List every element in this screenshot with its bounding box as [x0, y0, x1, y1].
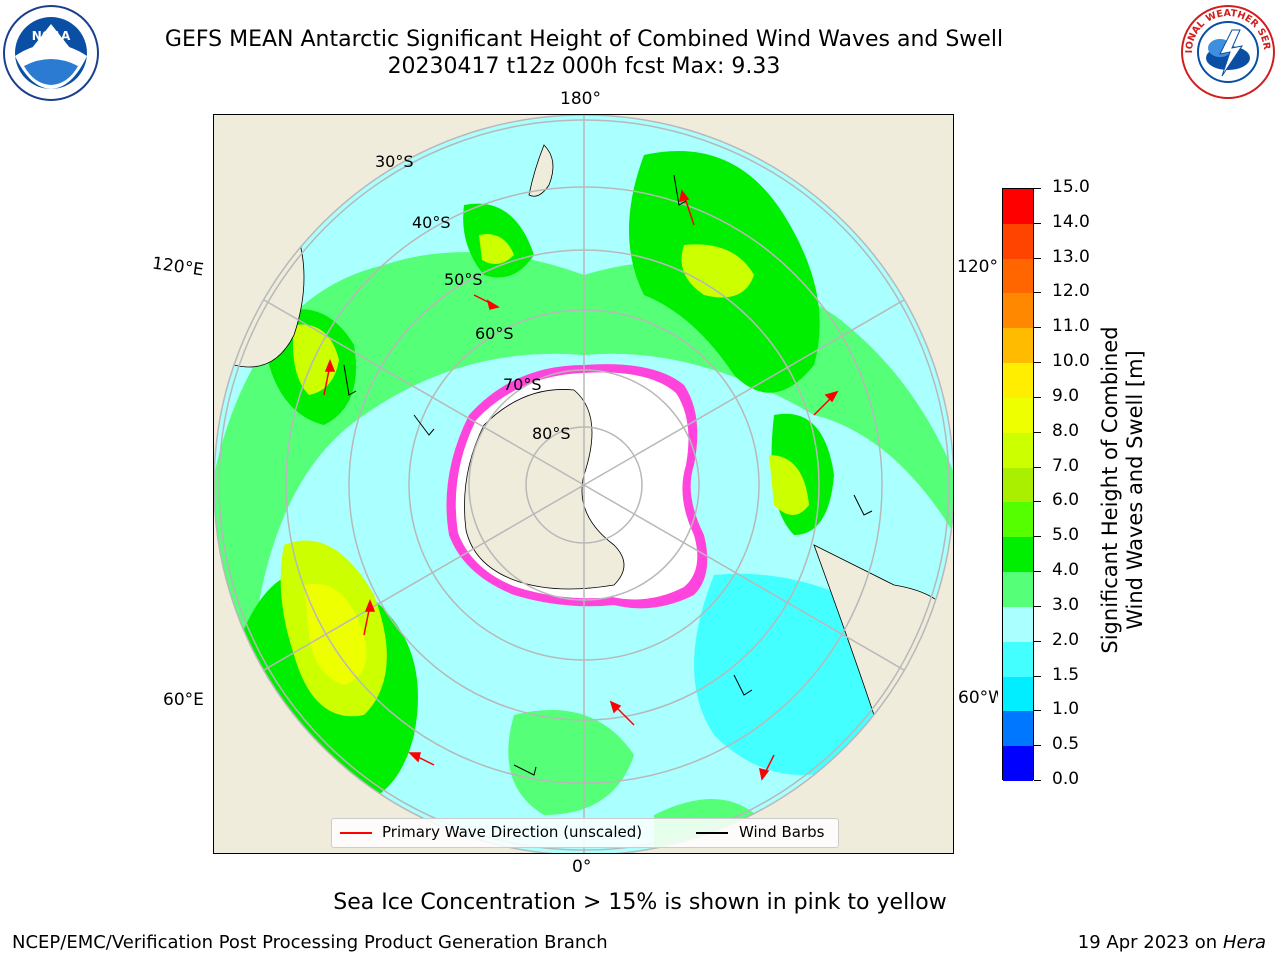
- footer-host: Hera: [1222, 932, 1266, 953]
- polar-map: [213, 114, 954, 854]
- colorbar-tick-mark: [1034, 188, 1041, 189]
- colorbar-tick-mark: [1034, 501, 1041, 503]
- colorbar-tick-label: 7.0: [1052, 455, 1080, 476]
- colorbar-tick-label: 12.0: [1052, 281, 1090, 302]
- colorbar-tick-label: 3.0: [1052, 594, 1080, 615]
- wind-barbs-label: Wind Barbs: [739, 823, 825, 841]
- colorbar-tick-mark: [1034, 710, 1041, 712]
- colorbar-tick-mark: [1034, 675, 1041, 677]
- map-legend: Primary Wave Direction (unscaled) Wind B…: [331, 818, 839, 848]
- colorbar-tick-label: 0.0: [1052, 769, 1080, 789]
- noaa-logo-text: NOAA: [32, 29, 71, 43]
- footer-credit: NCEP/EMC/Verification Post Processing Pr…: [12, 932, 608, 953]
- graticule: [214, 115, 953, 853]
- colorbar-segment: [1003, 328, 1033, 364]
- colorbar-tick-label: 8.0: [1052, 420, 1080, 441]
- colorbar-segment: [1003, 258, 1033, 294]
- colorbar-tick-label: 1.5: [1052, 664, 1080, 685]
- colorbar-tick-mark: [1034, 292, 1041, 294]
- lon-label-60e: 60°E: [163, 690, 204, 710]
- lon-label-180: 180°: [560, 89, 601, 109]
- footer-date-text: 19 Apr 2023 on: [1077, 932, 1218, 953]
- map-subtitle: 20230417 t12z 000h fcst Max: 9.33: [387, 54, 781, 79]
- colorbar-segment: [1003, 746, 1033, 781]
- lat-label-50s: 50°S: [444, 270, 483, 289]
- colorbar-tick-mark: [1034, 362, 1041, 364]
- colorbar-tick-label: 10.0: [1052, 351, 1090, 372]
- colorbar-title-line-1: Significant Height of Combined: [1098, 326, 1122, 654]
- colorbar: [1002, 188, 1034, 781]
- lon-label-60w: 60°W: [958, 688, 998, 708]
- colorbar-tick-mark: [1034, 745, 1041, 747]
- map-title: GEFS MEAN Antarctic Significant Height o…: [164, 27, 1004, 52]
- wave-direction-arrows: [323, 189, 839, 781]
- colorbar-tick-mark: [1034, 222, 1041, 224]
- colorbar-segment: [1003, 641, 1033, 677]
- colorbar-segment: [1003, 293, 1033, 329]
- colorbar-tick-mark: [1034, 396, 1041, 398]
- colorbar-tick-mark: [1034, 571, 1041, 573]
- colorbar-tick-label: 1.0: [1052, 699, 1080, 720]
- map-canvas: [214, 115, 953, 853]
- colorbar-tick-label: 0.5: [1052, 734, 1080, 755]
- colorbar-segment: [1003, 432, 1033, 468]
- colorbar-tick-label: 15.0: [1052, 177, 1090, 197]
- colorbar-segment: [1003, 467, 1033, 503]
- wind-barbs: [343, 174, 873, 776]
- lat-label-30s: 30°S: [375, 152, 414, 171]
- colorbar-tick-mark: [1034, 536, 1041, 538]
- noaa-logo-icon: NOAA: [3, 5, 99, 101]
- colorbar-tick-mark: [1034, 640, 1041, 642]
- lon-label-120e: 120°E: [150, 253, 205, 281]
- colorbar-tick-mark: [1034, 431, 1041, 433]
- colorbar-segment: [1003, 363, 1033, 398]
- colorbar-tick-label: 13.0: [1052, 246, 1090, 267]
- colorbar-tick-label: 2.0: [1052, 629, 1080, 650]
- lat-label-40s: 40°S: [412, 213, 451, 232]
- colorbar-tick-mark: [1034, 327, 1041, 329]
- lon-label-0: 0°: [572, 857, 592, 877]
- colorbar-tick-mark: [1034, 605, 1041, 607]
- colorbar-title: Significant Height of Combined Wind Wave…: [1098, 310, 1168, 670]
- colorbar-tick-label: 5.0: [1052, 525, 1080, 546]
- colorbar-segment: [1003, 223, 1033, 259]
- colorbar-segment: [1003, 606, 1033, 642]
- colorbar-tick-label: 9.0: [1052, 385, 1080, 406]
- colorbar-segment: [1003, 397, 1033, 433]
- colorbar-tick-label: 11.0: [1052, 316, 1090, 337]
- lat-label-60s: 60°S: [475, 324, 514, 343]
- wind-barbs-swatch: [696, 832, 728, 834]
- sea-ice-caption: Sea Ice Concentration > 15% is shown in …: [333, 890, 947, 915]
- colorbar-tick-label: 6.0: [1052, 490, 1080, 511]
- wave-direction-swatch: [340, 832, 372, 834]
- colorbar-tick-label: 14.0: [1052, 211, 1090, 232]
- lat-label-80s: 80°S: [532, 424, 571, 443]
- lon-label-120w: 120°W: [957, 257, 997, 277]
- colorbar-tick-mark: [1034, 466, 1041, 468]
- colorbar-tick-mark: [1034, 257, 1041, 259]
- colorbar-segment: [1003, 711, 1033, 747]
- colorbar-segment: [1003, 572, 1033, 607]
- colorbar-segment: [1003, 189, 1033, 224]
- colorbar-segment: [1003, 502, 1033, 538]
- colorbar-segment: [1003, 537, 1033, 573]
- wave-direction-label: Primary Wave Direction (unscaled): [382, 823, 643, 841]
- colorbar-tick-label: 4.0: [1052, 560, 1080, 581]
- colorbar-segment: [1003, 676, 1033, 712]
- colorbar-title-line-2: Wind Waves and Swell [m]: [1123, 350, 1147, 630]
- colorbar-tick-mark: [1034, 780, 1041, 781]
- footer-date: 19 Apr 2023 on Hera: [1078, 932, 1266, 953]
- lat-label-70s: 70°S: [503, 375, 542, 394]
- nws-logo-icon: NATIONAL WEATHER SERVICE: [1180, 4, 1275, 99]
